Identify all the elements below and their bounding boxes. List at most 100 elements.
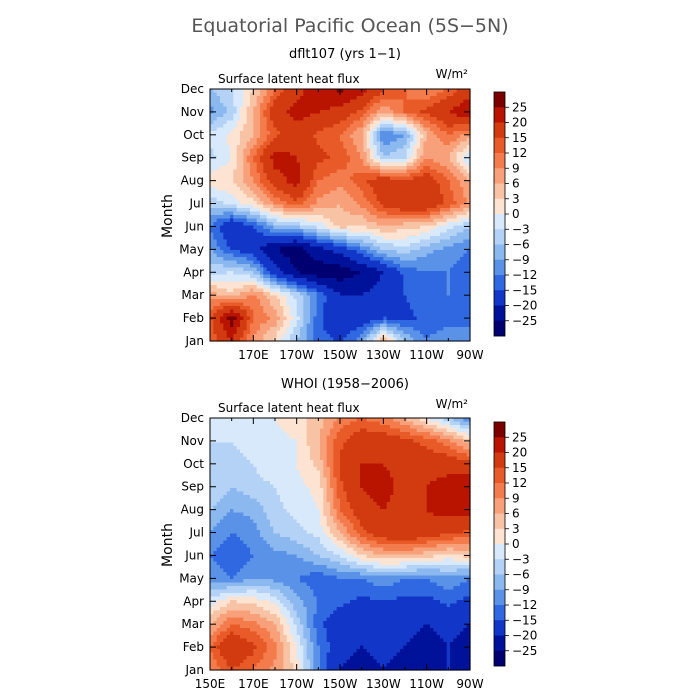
heatmap-cell — [223, 99, 228, 104]
heatmap-cell — [370, 260, 374, 265]
heatmap-cell — [446, 260, 451, 265]
heatmap-cell — [456, 145, 461, 150]
heatmap-cell — [253, 281, 258, 286]
heatmap-cell — [403, 246, 408, 251]
heatmap-cell — [373, 145, 378, 150]
heatmap-cell — [423, 274, 428, 279]
heatmap-cell — [323, 264, 328, 269]
heatmap-cell — [360, 176, 364, 181]
heatmap-cell — [440, 281, 444, 286]
heatmap-cell — [230, 194, 234, 199]
heatmap-cell — [416, 260, 421, 265]
heatmap-cell — [390, 288, 394, 293]
heatmap-cell — [433, 99, 438, 104]
heatmap-cell — [280, 141, 284, 146]
heatmap-cell — [360, 103, 364, 108]
heatmap-cell — [383, 250, 388, 255]
heatmap-cell — [356, 274, 361, 279]
heatmap-cell — [236, 204, 241, 209]
heatmap-cell — [366, 260, 371, 265]
heatmap-cell — [323, 131, 328, 136]
heatmap-cell — [360, 271, 364, 276]
heatmap-cell — [366, 204, 371, 209]
heatmap-cell — [303, 197, 308, 202]
heatmap-cell — [460, 225, 464, 230]
heatmap-cell — [413, 236, 418, 241]
heatmap-cell — [266, 148, 271, 153]
heatmap-cell — [353, 243, 358, 248]
heatmap-cell — [293, 295, 298, 300]
heatmap-cell — [240, 152, 244, 157]
heatmap-cell — [226, 278, 231, 283]
heatmap-cell — [376, 229, 381, 234]
heatmap-cell — [376, 253, 381, 258]
heatmap-cell — [376, 260, 381, 265]
heatmap-cell — [243, 127, 248, 132]
heatmap-cell — [290, 211, 294, 216]
heatmap-cell — [420, 274, 424, 279]
heatmap-cell — [400, 239, 404, 244]
heatmap-cell — [220, 96, 224, 101]
heatmap-cell — [283, 89, 288, 94]
heatmap-cell — [373, 138, 378, 143]
heatmap-cell — [230, 155, 234, 160]
heatmap-cell — [253, 201, 258, 206]
heatmap-cell — [313, 148, 318, 153]
heatmap-cell — [446, 264, 451, 269]
heatmap-cell — [216, 274, 221, 279]
heatmap-cell — [223, 173, 228, 178]
heatmap-cell — [216, 190, 221, 195]
heatmap-cell — [210, 194, 214, 199]
heatmap-cell — [300, 278, 304, 283]
heatmap-cell — [463, 99, 468, 104]
heatmap-cell — [373, 194, 378, 199]
heatmap-cell — [380, 250, 384, 255]
heatmap-cell — [460, 141, 464, 146]
heatmap-cell — [313, 264, 318, 269]
heatmap-cell — [446, 166, 451, 171]
heatmap-cell — [213, 120, 218, 125]
heatmap-cell — [443, 281, 448, 286]
heatmap-cell — [443, 124, 448, 129]
heatmap-cell — [396, 117, 401, 122]
heatmap-cell — [266, 145, 271, 150]
heatmap-cell — [323, 176, 328, 181]
heatmap-cell — [400, 117, 404, 122]
heatmap-cell — [453, 222, 458, 227]
heatmap-cell — [426, 197, 431, 202]
heatmap-cell — [240, 292, 244, 297]
heatmap-cell — [453, 120, 458, 125]
heatmap-cell — [250, 260, 254, 265]
heatmap-cell — [243, 176, 248, 181]
heatmap-cell — [263, 281, 268, 286]
heatmap-cell — [430, 187, 434, 192]
heatmap-cell — [226, 145, 231, 150]
heatmap-cell — [353, 292, 358, 297]
heatmap-cell — [230, 166, 234, 171]
heatmap-cell — [446, 180, 451, 185]
heatmap-cell — [220, 288, 224, 293]
heatmap-cell — [310, 260, 314, 265]
heatmap-cell — [320, 187, 324, 192]
heatmap-cell — [446, 253, 451, 258]
heatmap-cell — [283, 295, 288, 300]
heatmap-cell — [303, 159, 308, 164]
heatmap-cell — [283, 264, 288, 269]
heatmap-cell — [290, 183, 294, 188]
heatmap-cell — [353, 201, 358, 206]
heatmap-cell — [413, 120, 418, 125]
heatmap-cell — [233, 187, 238, 192]
heatmap-cell — [453, 169, 458, 174]
heatmap-cell — [216, 159, 221, 164]
heatmap-cell — [216, 215, 221, 220]
heatmap-cell — [276, 113, 281, 118]
heatmap-cell — [300, 117, 304, 122]
heatmap-cell — [316, 204, 321, 209]
heatmap-cell — [270, 169, 274, 174]
heatmap-cell — [296, 215, 301, 220]
heatmap-cell — [273, 194, 278, 199]
heatmap-cell — [430, 180, 434, 185]
heatmap-cell — [386, 197, 391, 202]
heatmap-cell — [346, 92, 351, 97]
heatmap-cell — [333, 201, 338, 206]
